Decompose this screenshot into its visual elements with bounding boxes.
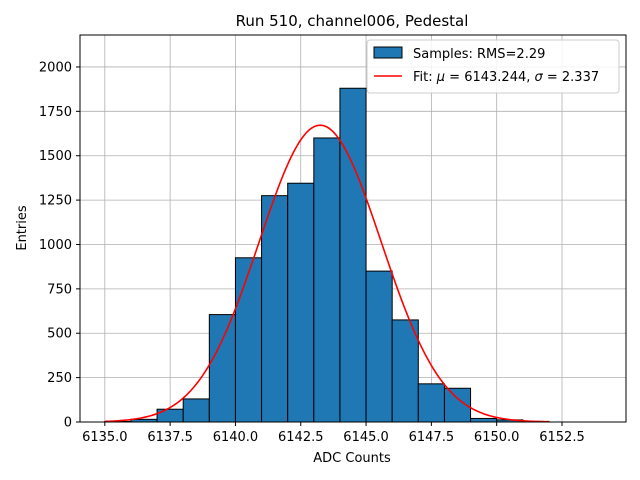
histogram-bars: [104, 87, 550, 423]
histogram-bar: [156, 408, 184, 423]
plot-frame: [79, 34, 627, 423]
histogram-bar: [391, 319, 419, 423]
x-tick-label: 6135.0: [82, 430, 128, 445]
legend-label-samples: Samples: RMS=2.29: [413, 47, 545, 62]
legend-mu-symbol: μ: [436, 70, 445, 85]
x-tick-label: 6145.0: [343, 430, 389, 445]
legend-fit-mu-value: = 6143.244,: [445, 70, 534, 85]
x-tick-label: 6147.5: [409, 430, 455, 445]
histogram-bar: [313, 137, 341, 423]
y-tick-label: 250: [47, 371, 72, 386]
fit-curve: [104, 124, 549, 423]
histogram-bar: [261, 195, 289, 423]
histogram-bar: [417, 383, 445, 423]
y-tick-label: 1500: [39, 149, 72, 164]
histogram-bar: [234, 257, 263, 423]
y-ticks: 0 250 500 750 1000 1250 1500 1750 2000: [39, 60, 80, 431]
legend-sigma-symbol: σ: [535, 70, 544, 85]
y-tick-label: 2000: [39, 60, 72, 75]
legend: Samples: RMS=2.29 Fit: μ = 6143.244, σ =…: [366, 39, 620, 94]
y-tick-label: 1250: [39, 194, 72, 209]
legend-frame: [366, 39, 620, 94]
histogram-bar: [365, 270, 393, 423]
histogram-bar: [182, 398, 210, 423]
x-axis-label: ADC Counts: [313, 451, 391, 466]
y-tick-label: 1750: [39, 105, 72, 120]
histogram-bar: [339, 87, 367, 423]
x-tick-label: 6150.0: [474, 430, 520, 445]
legend-swatch-samples: [373, 46, 403, 59]
legend-fit-sigma-value: = 2.337: [543, 70, 599, 85]
y-tick-label: 1000: [39, 238, 72, 253]
chart-title: Run 510, channel006, Pedestal: [236, 12, 469, 30]
legend-label-fit: Fit: μ = 6143.244, σ = 2.337: [413, 70, 599, 85]
histogram-bar: [287, 182, 315, 423]
histogram-bar: [470, 417, 498, 423]
x-tick-label: 6137.5: [147, 430, 193, 445]
y-axis-label: Entries: [15, 205, 30, 251]
y-tick-label: 750: [47, 282, 72, 297]
x-tick-label: 6142.5: [278, 430, 324, 445]
x-ticks: 6135.0 6137.5 6140.0 6142.5 6145.0 6147.5 6150…: [82, 422, 585, 445]
y-tick-label: 500: [47, 327, 72, 342]
fit-curve-layer: [104, 124, 549, 423]
x-tick-label: 6152.5: [539, 430, 585, 445]
x-tick-label: 6140.0: [213, 430, 259, 445]
legend-fit-prefix: Fit:: [413, 70, 437, 85]
histogram-bar: [208, 314, 236, 423]
y-tick-label: 0: [64, 416, 72, 431]
